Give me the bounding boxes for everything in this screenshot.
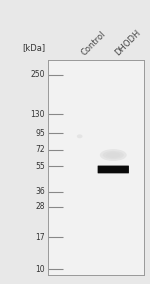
Text: 130: 130 — [30, 110, 45, 119]
Text: 36: 36 — [35, 187, 45, 196]
Text: 72: 72 — [35, 145, 45, 154]
Text: Control: Control — [80, 30, 108, 57]
Ellipse shape — [77, 134, 82, 138]
Text: 250: 250 — [30, 70, 45, 79]
Ellipse shape — [106, 152, 120, 158]
Text: 95: 95 — [35, 129, 45, 137]
FancyBboxPatch shape — [98, 166, 129, 173]
Ellipse shape — [103, 151, 124, 159]
Text: 10: 10 — [35, 265, 45, 273]
Text: 28: 28 — [36, 202, 45, 211]
Ellipse shape — [100, 149, 127, 161]
Text: DHODH: DHODH — [113, 28, 142, 57]
Text: 17: 17 — [35, 233, 45, 241]
Text: 55: 55 — [35, 162, 45, 171]
Text: [kDa]: [kDa] — [22, 43, 45, 53]
